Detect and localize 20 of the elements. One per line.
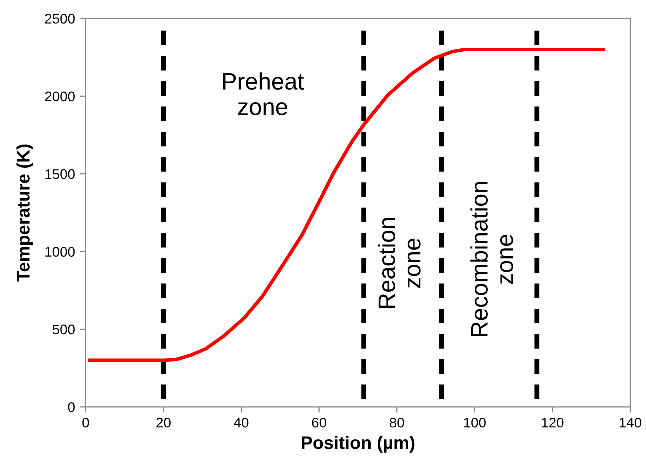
x-tick-label: 140 xyxy=(620,418,642,428)
x-tick-label: 120 xyxy=(542,418,564,428)
y-tick-label: 2000 xyxy=(45,92,75,102)
y-tick-label: 1500 xyxy=(46,169,75,180)
y-tick-label: 2500 xyxy=(45,14,75,24)
annotation: Reaction zone xyxy=(378,218,421,308)
y-tick-label: 1000 xyxy=(46,247,75,257)
y-tick-label: 500 xyxy=(52,324,75,335)
x-axis-title: Position (µm) xyxy=(302,436,415,453)
y-axis-title: Temperature (K) xyxy=(16,144,34,282)
x-tick-label: 40 xyxy=(234,418,249,428)
line-series xyxy=(88,48,605,362)
x-tick-label: 60 xyxy=(312,418,326,428)
x-tick-label: 0 xyxy=(82,418,90,428)
y-tick-label: 0 xyxy=(68,402,75,412)
x-tick-label: 20 xyxy=(156,418,171,428)
x-tick-label: 80 xyxy=(390,418,404,428)
x-tick-label: 100 xyxy=(464,418,486,428)
annotation: Preheat zone xyxy=(223,72,304,116)
annotation: Recombination zone xyxy=(470,182,514,336)
